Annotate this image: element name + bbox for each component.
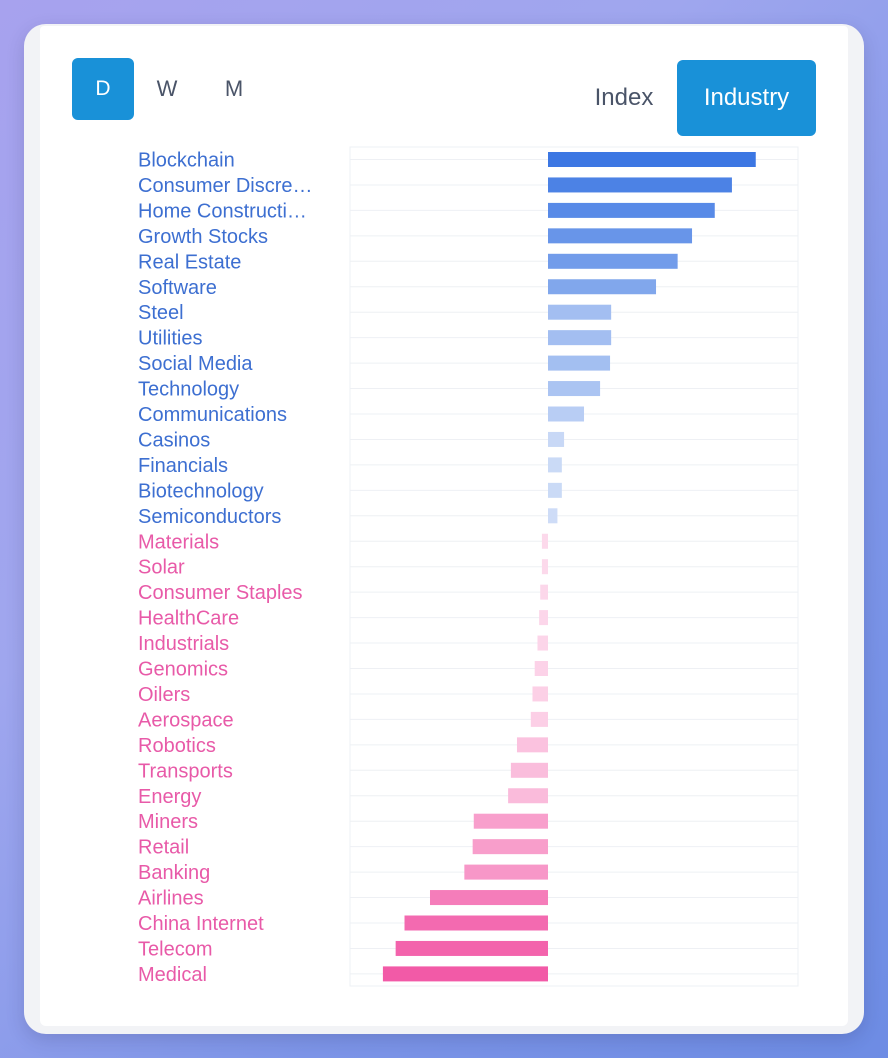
bar-social-media[interactable] bbox=[548, 355, 611, 371]
category-label[interactable]: HealthCare bbox=[138, 608, 239, 630]
bar-transports[interactable] bbox=[510, 762, 548, 778]
bar-consumer-staples[interactable] bbox=[540, 584, 548, 600]
category-label[interactable]: Telecom bbox=[138, 938, 212, 960]
bar-energy[interactable] bbox=[508, 788, 548, 804]
category-labels: Blockchain Consumer Discre… Home Construct… bbox=[138, 150, 312, 986]
category-label[interactable]: Energy bbox=[138, 786, 201, 808]
category-label[interactable]: Retail bbox=[138, 837, 189, 859]
category-label[interactable]: Blockchain bbox=[138, 150, 235, 172]
bar-banking[interactable] bbox=[464, 864, 548, 880]
category-label[interactable]: Materials bbox=[138, 531, 219, 553]
bar-financials[interactable] bbox=[548, 457, 562, 473]
category-label[interactable]: Real Estate bbox=[138, 251, 241, 273]
category-label[interactable]: Solar bbox=[138, 557, 185, 579]
bar-real-estate[interactable] bbox=[548, 253, 678, 269]
bar-china-internet[interactable] bbox=[404, 915, 548, 931]
category-label[interactable]: Consumer Discre… bbox=[138, 175, 312, 197]
category-label[interactable]: Social Media bbox=[138, 353, 253, 375]
bar-robotics[interactable] bbox=[516, 737, 548, 753]
widget-card bbox=[40, 26, 848, 1026]
bar-casinos[interactable] bbox=[548, 431, 565, 447]
category-label[interactable]: Oilers bbox=[138, 684, 190, 706]
category-label[interactable]: Transports bbox=[138, 760, 233, 782]
bar-genomics[interactable] bbox=[534, 661, 548, 676]
category-label[interactable]: Casinos bbox=[138, 429, 210, 451]
bar-telecom[interactable] bbox=[395, 940, 548, 956]
category-label[interactable]: Technology bbox=[138, 379, 239, 401]
category-label[interactable]: Industrials bbox=[138, 633, 229, 655]
bar-home-constructi[interactable] bbox=[548, 202, 715, 218]
bar-technology[interactable] bbox=[548, 381, 601, 397]
bar-materials[interactable] bbox=[541, 533, 548, 549]
category-label[interactable]: Aerospace bbox=[138, 709, 234, 731]
category-label[interactable]: Airlines bbox=[138, 888, 204, 910]
bar-semiconductors[interactable] bbox=[548, 508, 558, 524]
category-label[interactable]: Software bbox=[138, 277, 217, 299]
bar-healthcare[interactable] bbox=[539, 610, 548, 626]
bar-aerospace[interactable] bbox=[530, 711, 548, 727]
bar-utilities[interactable] bbox=[548, 330, 612, 346]
category-label[interactable]: Banking bbox=[138, 862, 210, 884]
category-label[interactable]: Communications bbox=[138, 404, 287, 426]
bar-steel[interactable] bbox=[548, 304, 612, 320]
bar-airlines[interactable] bbox=[429, 890, 548, 906]
category-label[interactable]: Growth Stocks bbox=[138, 226, 268, 248]
category-label[interactable]: Home Constructi… bbox=[138, 200, 307, 222]
mode-industry-button[interactable]: Industry bbox=[677, 60, 816, 136]
category-label[interactable]: Utilities bbox=[138, 328, 202, 350]
category-label[interactable]: Semiconductors bbox=[138, 506, 281, 528]
period-month-button[interactable]: M bbox=[224, 76, 244, 101]
category-label[interactable]: Miners bbox=[138, 811, 198, 833]
bar-industrials[interactable] bbox=[537, 635, 548, 651]
category-label[interactable]: China Internet bbox=[138, 913, 264, 935]
period-week-button[interactable]: W bbox=[156, 76, 178, 101]
bar-solar[interactable] bbox=[541, 559, 548, 575]
bar-medical[interactable] bbox=[382, 966, 548, 982]
category-label[interactable]: Genomics bbox=[138, 659, 228, 681]
category-label[interactable]: Steel bbox=[138, 302, 184, 324]
mode-index-button[interactable]: Index bbox=[594, 84, 654, 111]
category-label[interactable]: Medical bbox=[138, 964, 207, 986]
bars bbox=[382, 152, 756, 982]
bar-software[interactable] bbox=[548, 279, 657, 295]
period-day-button[interactable]: D bbox=[72, 58, 134, 120]
category-label[interactable]: Consumer Staples bbox=[138, 582, 303, 604]
category-label[interactable]: Financials bbox=[138, 455, 228, 477]
bar-miners[interactable] bbox=[473, 813, 548, 829]
bar-retail[interactable] bbox=[472, 839, 548, 855]
bar-oilers[interactable] bbox=[532, 686, 548, 702]
bar-consumer-discre[interactable] bbox=[548, 177, 732, 193]
category-label[interactable]: Robotics bbox=[138, 735, 216, 757]
bar-biotechnology[interactable] bbox=[548, 482, 562, 498]
bar-growth-stocks[interactable] bbox=[548, 228, 693, 244]
category-label[interactable]: Biotechnology bbox=[138, 480, 264, 502]
bar-blockchain[interactable] bbox=[548, 152, 756, 167]
bar-communications[interactable] bbox=[548, 406, 585, 422]
